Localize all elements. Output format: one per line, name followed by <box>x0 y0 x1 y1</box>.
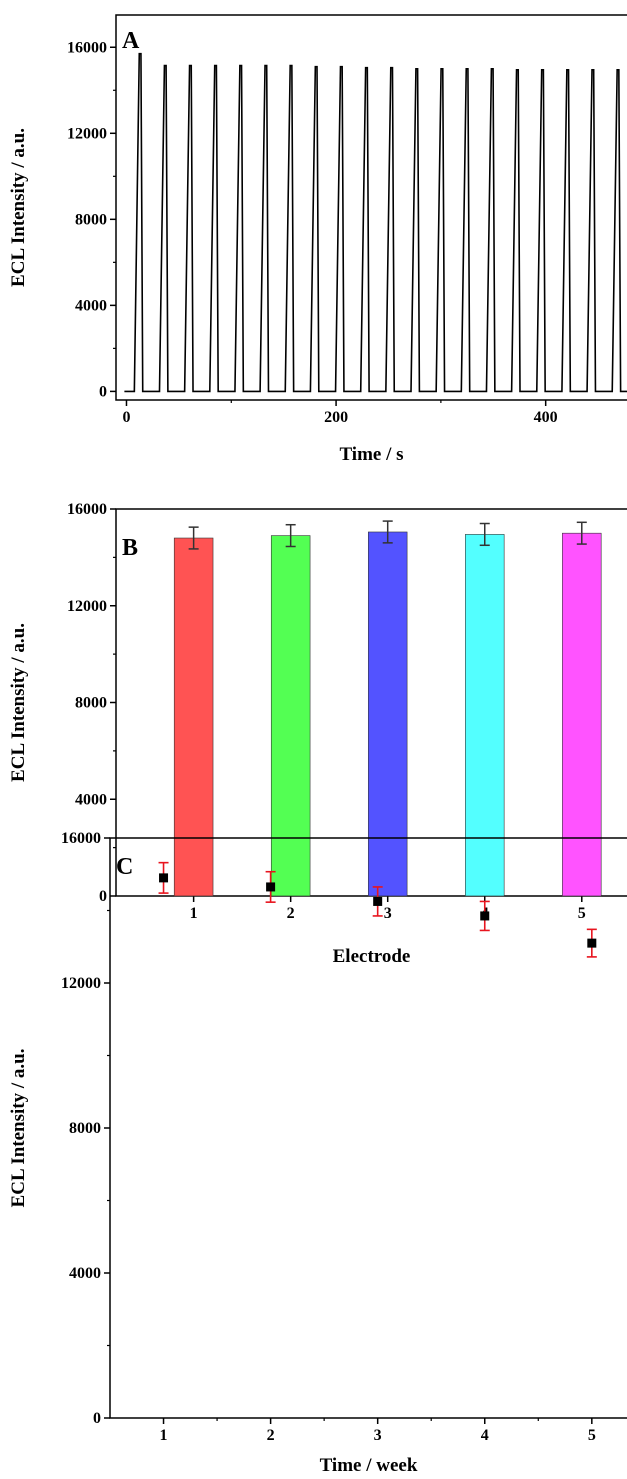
x-tick-label: 4 <box>481 1427 489 1444</box>
x-axis-label: Electrode <box>333 946 411 967</box>
x-tick-label: 3 <box>384 905 392 922</box>
y-tick-label: 8000 <box>75 211 107 228</box>
x-tick-label: 2 <box>267 1427 275 1444</box>
bar-electrode-2 <box>270 535 311 897</box>
y-tick-label: 16000 <box>67 39 107 56</box>
plot-frame-A <box>115 14 627 401</box>
bar-electrode-4 <box>465 534 505 897</box>
x-tick-label: 1 <box>190 905 198 922</box>
y-tick-label: 16000 <box>67 501 107 518</box>
x-axis-label: Time / week <box>320 1455 418 1476</box>
bar-electrode-1 <box>173 537 214 897</box>
plot-frame-C <box>109 837 627 1419</box>
x-axis-label: Time / s <box>339 444 403 465</box>
data-point-week-1 <box>159 873 169 883</box>
panel-letter: B <box>122 535 138 561</box>
y-tick-label: 0 <box>99 888 107 905</box>
x-tick-label: 1 <box>160 1427 168 1444</box>
y-tick-label: 0 <box>93 1410 101 1427</box>
y-tick-label: 16000 <box>61 830 101 847</box>
y-tick-label: 8000 <box>69 1120 101 1137</box>
x-tick-label: 3 <box>374 1427 382 1444</box>
bar-electrode-3 <box>367 531 408 897</box>
data-point-week-2 <box>266 882 276 892</box>
y-tick-label: 12000 <box>67 598 107 615</box>
y-tick-label: 8000 <box>75 695 107 712</box>
ecl-signal-line <box>124 52 627 393</box>
x-tick-label: 400 <box>534 409 558 426</box>
x-tick-label: 5 <box>578 905 586 922</box>
y-axis-label: ECL Intensity / a.u. <box>8 1049 29 1208</box>
y-tick-label: 0 <box>99 383 107 400</box>
x-tick-label: 5 <box>588 1427 596 1444</box>
y-tick-label: 12000 <box>61 975 101 992</box>
data-point-week-3 <box>373 896 383 906</box>
data-point-week-4 <box>480 911 490 921</box>
x-tick-label: 2 <box>287 905 295 922</box>
x-tick-label: 200 <box>324 409 348 426</box>
y-tick-label: 12000 <box>67 125 107 142</box>
y-tick-label: 4000 <box>75 297 107 314</box>
y-tick-label: 4000 <box>75 791 107 808</box>
y-axis-label: ECL Intensity / a.u. <box>8 128 29 287</box>
y-tick-label: 4000 <box>69 1265 101 1282</box>
x-tick-label: 0 <box>122 409 130 426</box>
bar-electrode-5 <box>562 532 602 897</box>
data-point-week-5 <box>587 938 597 948</box>
panel-letter: A <box>122 28 140 54</box>
y-axis-label: ECL Intensity / a.u. <box>8 623 29 782</box>
panel-letter: C <box>116 854 133 880</box>
